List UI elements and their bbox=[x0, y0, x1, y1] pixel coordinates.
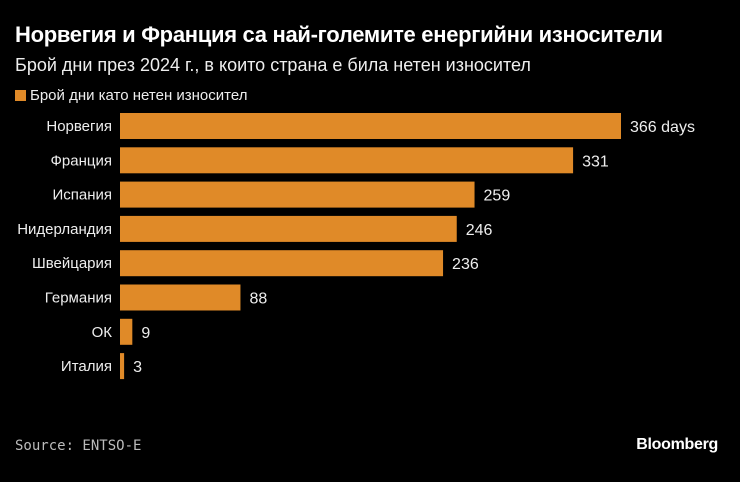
legend-label: Брой дни като нетен износител bbox=[30, 87, 248, 104]
category-label: Италия bbox=[61, 358, 112, 375]
category-label: ОК bbox=[92, 324, 113, 341]
chart-subtitle: Брой дни през 2024 г., в които страна е … bbox=[15, 55, 531, 75]
category-label: Швейцария bbox=[32, 255, 112, 272]
category-label: Франция bbox=[51, 152, 112, 169]
data-label: 246 bbox=[466, 222, 493, 239]
bar-2 bbox=[120, 181, 475, 208]
category-label: Германия bbox=[45, 290, 112, 307]
bar-7 bbox=[120, 353, 125, 380]
bar-5 bbox=[120, 284, 241, 311]
data-label: 236 bbox=[452, 256, 479, 273]
legend: Брой дни като нетен износител bbox=[15, 87, 247, 104]
legend-swatch bbox=[15, 90, 26, 101]
bar-6 bbox=[120, 318, 133, 345]
bloomberg-logo: Bloomberg bbox=[636, 436, 718, 453]
category-label: Норвегия bbox=[46, 118, 112, 135]
data-label: 331 bbox=[582, 153, 609, 170]
chart-title: Норвегия и Франция са най-големите енерг… bbox=[15, 22, 663, 47]
data-label: 3 bbox=[133, 359, 142, 376]
category-label: Нидерландия bbox=[17, 221, 112, 238]
bar-1 bbox=[120, 147, 574, 174]
source-note: Source: ENTSO-E bbox=[15, 438, 142, 454]
category-label: Испания bbox=[52, 187, 112, 204]
data-label: 259 bbox=[484, 188, 511, 205]
data-label: 366 days bbox=[630, 119, 695, 136]
bar-3 bbox=[120, 215, 457, 242]
bar-0 bbox=[120, 113, 621, 139]
data-label: 9 bbox=[141, 325, 150, 342]
data-label: 88 bbox=[249, 291, 267, 308]
bar-4 bbox=[120, 250, 444, 277]
